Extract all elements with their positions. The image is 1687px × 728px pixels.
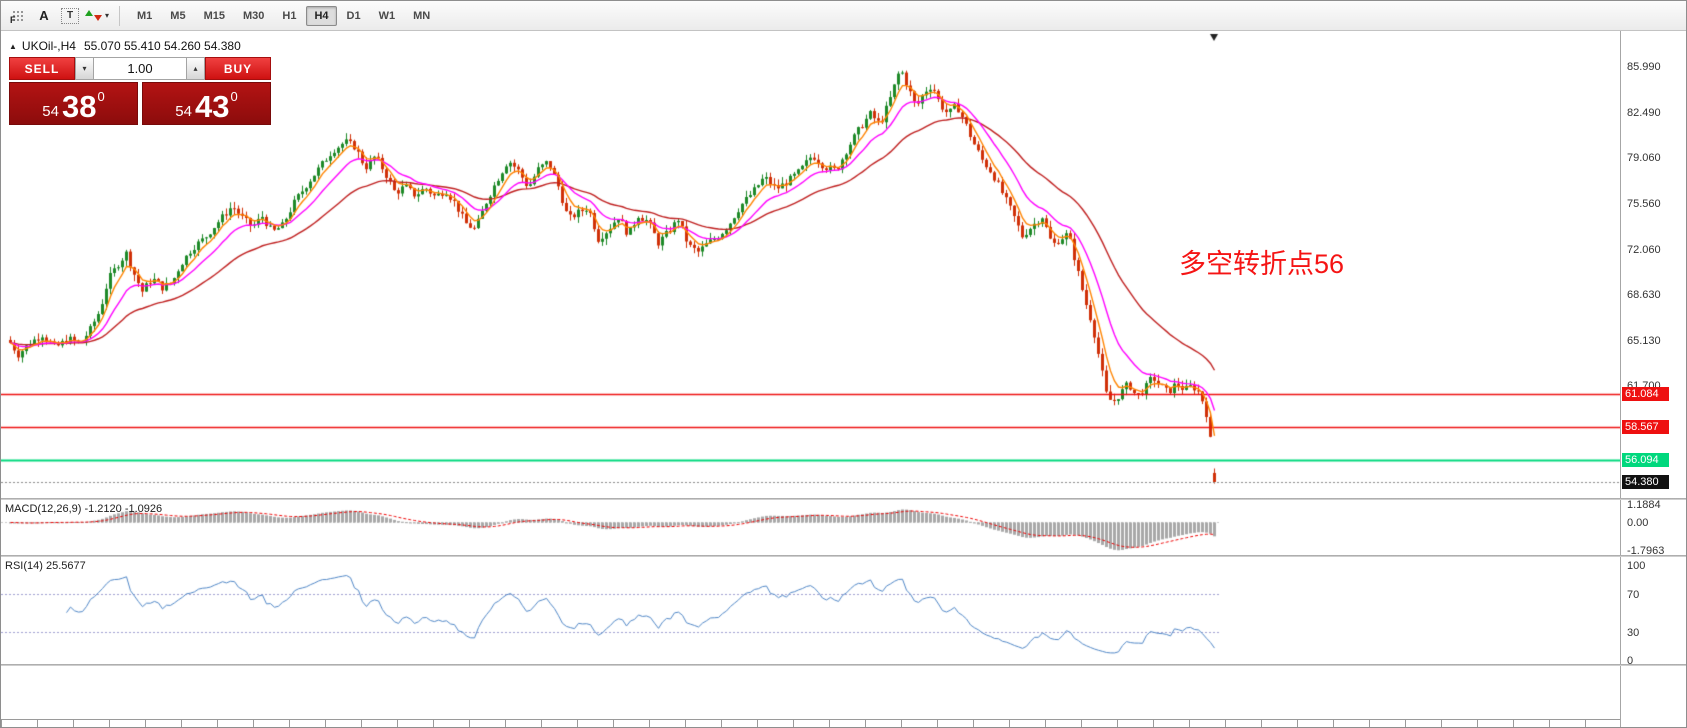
timeframe-h4-button[interactable]: H4: [306, 5, 337, 26]
rsi-panel: 100 70 30 0 RSI(14) 25.5677: [1, 557, 1686, 664]
bid-integer: 54: [42, 102, 59, 120]
indicators-dropdown-icon[interactable]: ▾: [84, 5, 110, 27]
price-axis-label: 79.060: [1627, 151, 1661, 164]
trade-buttons-row: SELL ▾ ▴ BUY: [9, 57, 271, 80]
buy-button[interactable]: BUY: [205, 57, 271, 80]
sell-button[interactable]: SELL: [9, 57, 75, 80]
rsi-axis-label: 30: [1627, 626, 1640, 639]
rsi-canvas[interactable]: [1, 557, 1622, 664]
text-annotation-icon[interactable]: A: [39, 8, 49, 23]
timeframe-m5-button[interactable]: M5: [170, 9, 186, 22]
time-axis[interactable]: [1, 666, 1686, 727]
ask-integer: 54: [175, 102, 192, 120]
chart-symbol-header: ▲ UKOil-,H4 55.070 55.410 54.260 54.380: [9, 39, 241, 53]
time-axis-line: [1, 719, 1622, 720]
dots-grid-icon: [11, 9, 25, 22]
price-display-row: 54 38 0 54 43 0: [9, 82, 271, 125]
timeframe-w1-button[interactable]: W1: [378, 9, 396, 22]
price-level-badge: 54.380: [1622, 475, 1669, 489]
price-axis-label: 68.630: [1627, 288, 1661, 301]
ask-price-display[interactable]: 54 43 0: [142, 82, 271, 125]
macd-axis[interactable]: 1.1884 0.00 -1.7963: [1620, 500, 1686, 555]
panel-splitter[interactable]: [1, 555, 1686, 557]
volume-increase-button[interactable]: ▴: [186, 57, 205, 80]
bid-pipette: 0: [97, 89, 105, 104]
rsi-axis-label: 0: [1627, 655, 1634, 664]
chart-text-annotation[interactable]: 多空转折点56: [1179, 249, 1345, 279]
ohlc-values: 55.070 55.410 54.260 54.380: [83, 39, 241, 53]
price-level-badge: 61.084: [1622, 386, 1669, 401]
time-axis-ticks: [1, 720, 1622, 727]
boxed-t-icon: T: [61, 7, 79, 24]
price-axis-label: 85.990: [1627, 60, 1661, 73]
main-chart-panel: 85.990 82.490 79.060 75.560 72.060 68.630 65.1…: [1, 31, 1686, 498]
time-axis-corner: [1620, 666, 1686, 727]
rsi-axis-label: 70: [1627, 588, 1640, 601]
text-tool-icon[interactable]: T: [58, 5, 82, 27]
down-arrow-icon: [94, 15, 102, 21]
bid-pips: 38: [61, 88, 97, 124]
macd-axis-label: -1.7963: [1627, 545, 1665, 555]
macd-canvas[interactable]: [1, 500, 1622, 555]
macd-label: MACD(12,26,9) -1.2120 -1.0926: [5, 503, 163, 515]
timeframe-m15-button[interactable]: M15: [203, 9, 225, 22]
macd-axis-label: 0.00: [1627, 517, 1649, 530]
main-chart-canvas[interactable]: [1, 31, 1622, 498]
rsi-axis-label: 100: [1627, 560, 1646, 572]
price-axis-label: 65.130: [1627, 334, 1661, 347]
timeframe-m30-button[interactable]: M30: [242, 9, 265, 22]
volume-input[interactable]: [94, 57, 186, 80]
panel-splitter[interactable]: [1, 498, 1686, 500]
timeframe-h1-button[interactable]: H1: [282, 9, 297, 22]
chevron-down-icon: ▾: [105, 11, 110, 20]
timeframe-d1-button[interactable]: D1: [346, 9, 361, 22]
price-level-badge: 56.094: [1622, 452, 1669, 467]
icon-letter-f: F: [10, 14, 16, 25]
timeframe-m1-button[interactable]: M1: [137, 9, 153, 22]
up-arrow-icon: [85, 10, 93, 16]
toolbar-separator: [119, 5, 121, 26]
price-level-badge: 58.567: [1622, 420, 1669, 435]
price-axis[interactable]: 85.990 82.490 79.060 75.560 72.060 68.630 65.1…: [1620, 31, 1686, 498]
price-axis-label: 72.060: [1627, 243, 1661, 256]
volume-decrease-button[interactable]: ▾: [75, 57, 94, 80]
ask-pipette: 0: [230, 89, 238, 104]
timeframe-mn-button[interactable]: MN: [413, 9, 431, 22]
rsi-axis[interactable]: 100 70 30 0: [1620, 557, 1686, 664]
objects-palette-icon[interactable]: F: [6, 5, 30, 27]
rsi-label: RSI(14) 25.5677: [5, 560, 86, 572]
panel-splitter[interactable]: [1, 664, 1686, 666]
one-click-trade-panel: SELL ▾ ▴ BUY 54 38 0 54 43 0: [9, 57, 271, 125]
macd-panel: 1.1884 0.00 -1.7963 MACD(12,26,9) -1.2120 …: [1, 500, 1686, 555]
price-axis-label: 82.490: [1627, 106, 1661, 119]
ask-pips: 43: [194, 88, 230, 124]
macd-axis-label: 1.1884: [1627, 500, 1661, 512]
collapse-triangle-icon[interactable]: ▲: [9, 42, 17, 51]
price-axis-label: 75.560: [1627, 197, 1661, 210]
bid-price-display[interactable]: 54 38 0: [9, 82, 138, 125]
symbol-label: UKOil-,H4: [21, 39, 76, 53]
toolbar: F A T ▾ M1 M5 M15 M30 H1 H4 D1 W1 MN: [1, 1, 1686, 31]
